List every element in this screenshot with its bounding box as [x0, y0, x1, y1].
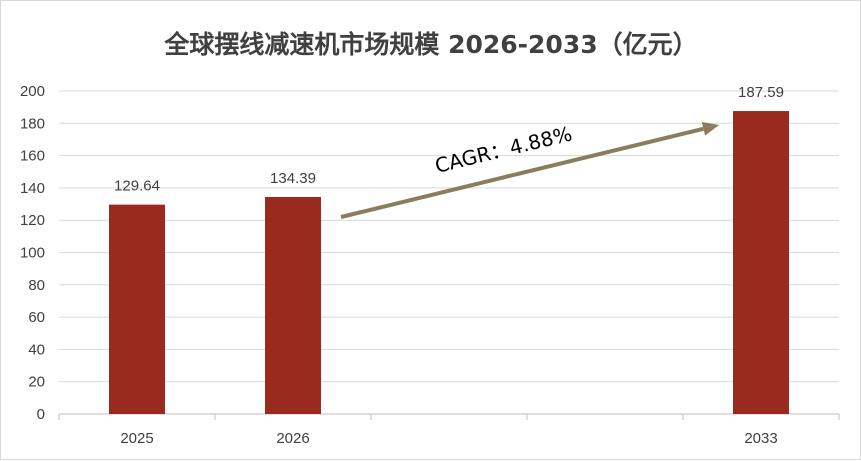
x-tick-label: 2026 [276, 430, 309, 447]
cagr-label: CAGR：4.88% [433, 121, 575, 177]
x-axis: 2025 2026 2033 [58, 413, 840, 447]
y-tick-label: 60 [28, 309, 45, 326]
y-axis-ticks: 0 20 40 60 80 100 120 140 160 180 200 [20, 83, 45, 423]
bar [733, 111, 789, 415]
data-labels: 129.64 134.39 187.59 [114, 84, 784, 195]
cagr-annotation: CAGR：4.88% [340, 121, 719, 219]
y-tick-label: 140 [20, 180, 45, 197]
y-tick-label: 180 [20, 115, 45, 132]
data-label: 134.39 [270, 170, 316, 187]
cagr-arrowhead [701, 121, 719, 136]
y-tick-label: 40 [28, 341, 45, 358]
data-label: 129.64 [114, 178, 160, 195]
y-tick-label: 100 [20, 245, 45, 262]
gridlines [59, 90, 839, 383]
x-tick-label: 2025 [120, 430, 153, 447]
y-tick-label: 200 [20, 83, 45, 100]
y-tick-label: 80 [28, 277, 45, 294]
chart-title: 全球摆线减速机市场规模 2026-2033（亿元） [163, 30, 697, 59]
data-label: 187.59 [738, 84, 784, 101]
bar [109, 204, 165, 414]
cagr-arrow [340, 126, 704, 219]
x-tick-label: 2033 [744, 430, 777, 447]
y-tick-label: 0 [37, 406, 45, 423]
bars [109, 111, 789, 415]
bar [265, 196, 321, 414]
y-tick-label: 120 [20, 212, 45, 229]
y-tick-label: 160 [20, 148, 45, 165]
y-tick-label: 20 [28, 374, 45, 391]
